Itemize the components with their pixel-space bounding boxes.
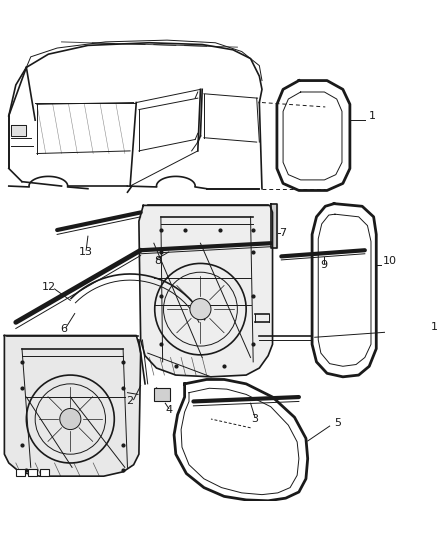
Bar xyxy=(40,469,49,476)
Text: 8: 8 xyxy=(154,256,161,266)
Bar xyxy=(28,469,37,476)
Circle shape xyxy=(190,298,211,320)
Polygon shape xyxy=(139,205,272,377)
Text: 10: 10 xyxy=(382,256,396,266)
Polygon shape xyxy=(11,125,26,136)
Polygon shape xyxy=(271,204,277,248)
Circle shape xyxy=(60,408,81,430)
Text: 2: 2 xyxy=(127,397,134,407)
Bar xyxy=(16,469,25,476)
Text: 5: 5 xyxy=(334,418,341,429)
Polygon shape xyxy=(4,335,141,476)
Text: 3: 3 xyxy=(251,414,258,424)
Text: 13: 13 xyxy=(79,247,93,257)
Bar xyxy=(154,388,170,401)
Text: 7: 7 xyxy=(279,228,287,238)
Text: 9: 9 xyxy=(320,260,327,270)
Text: 4: 4 xyxy=(165,405,173,415)
Text: 12: 12 xyxy=(42,282,57,292)
Text: 6: 6 xyxy=(60,325,67,334)
Text: 1: 1 xyxy=(369,111,376,121)
Text: 11: 11 xyxy=(431,322,438,332)
